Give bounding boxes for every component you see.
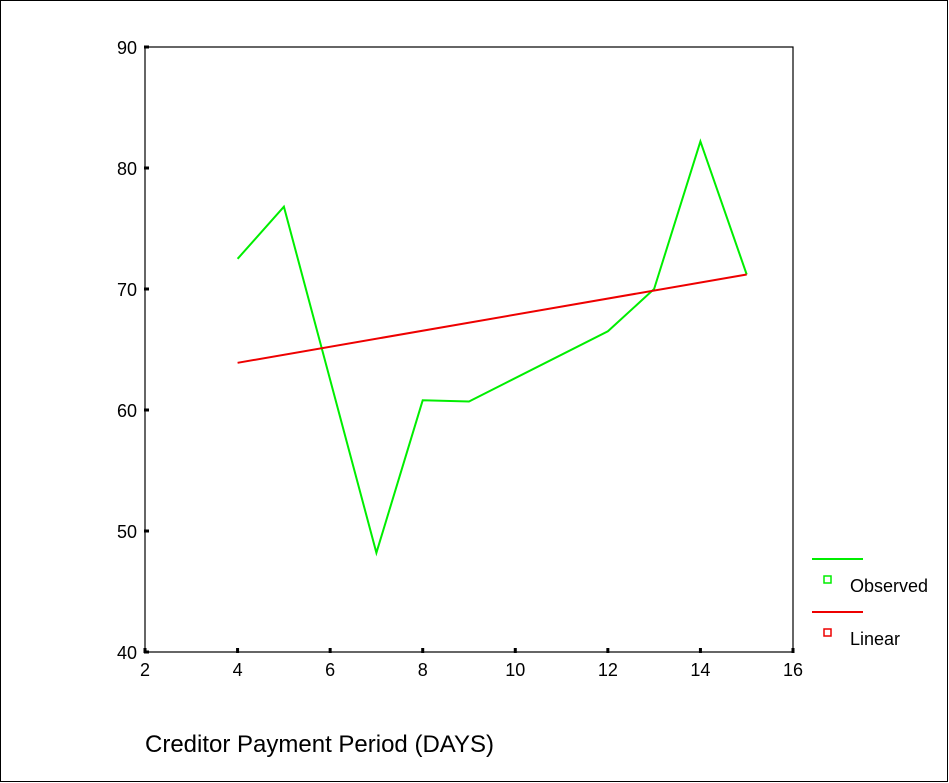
y-axis: 40 50 60 70 80 90 [117,38,149,663]
y-tick-label: 80 [117,159,137,179]
y-tick-label: 60 [117,401,137,421]
x-tick-label: 8 [418,660,428,680]
x-tick-label: 4 [233,660,243,680]
x-axis: 2 4 6 8 10 12 14 16 [140,648,803,680]
y-tick-label: 90 [117,38,137,58]
x-tick-label: 6 [325,660,335,680]
y-tick-label: 40 [117,643,137,663]
legend: Observed Linear [812,558,928,649]
legend-label-observed: Observed [850,576,928,596]
y-tick-label: 70 [117,280,137,300]
series-layer [236,138,748,557]
x-tick-label: 2 [140,660,150,680]
legend-marker-observed [823,575,832,584]
y-tick-label: 50 [117,522,137,542]
plot-area [144,46,794,653]
series-line-linear [237,273,747,364]
x-tick-label: 12 [598,660,618,680]
x-tick-label: 14 [690,660,710,680]
legend-label-linear: Linear [850,629,900,649]
x-axis-label: Creditor Payment Period (DAYS) [145,731,494,758]
series-line-observed [236,138,748,557]
legend-marker-linear [823,628,832,637]
x-tick-label: 10 [505,660,525,680]
x-tick-label: 16 [783,660,803,680]
